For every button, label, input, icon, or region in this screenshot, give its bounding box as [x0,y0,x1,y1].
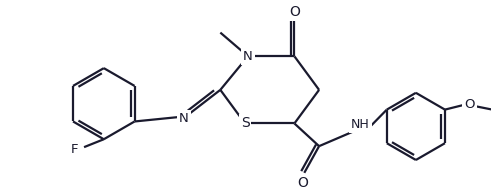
Text: O: O [297,176,308,190]
Text: NH: NH [351,118,370,131]
Text: S: S [241,117,249,130]
Text: N: N [243,50,253,63]
Text: N: N [179,112,189,125]
Text: O: O [464,98,475,111]
Text: O: O [289,5,300,19]
Text: F: F [71,143,78,156]
